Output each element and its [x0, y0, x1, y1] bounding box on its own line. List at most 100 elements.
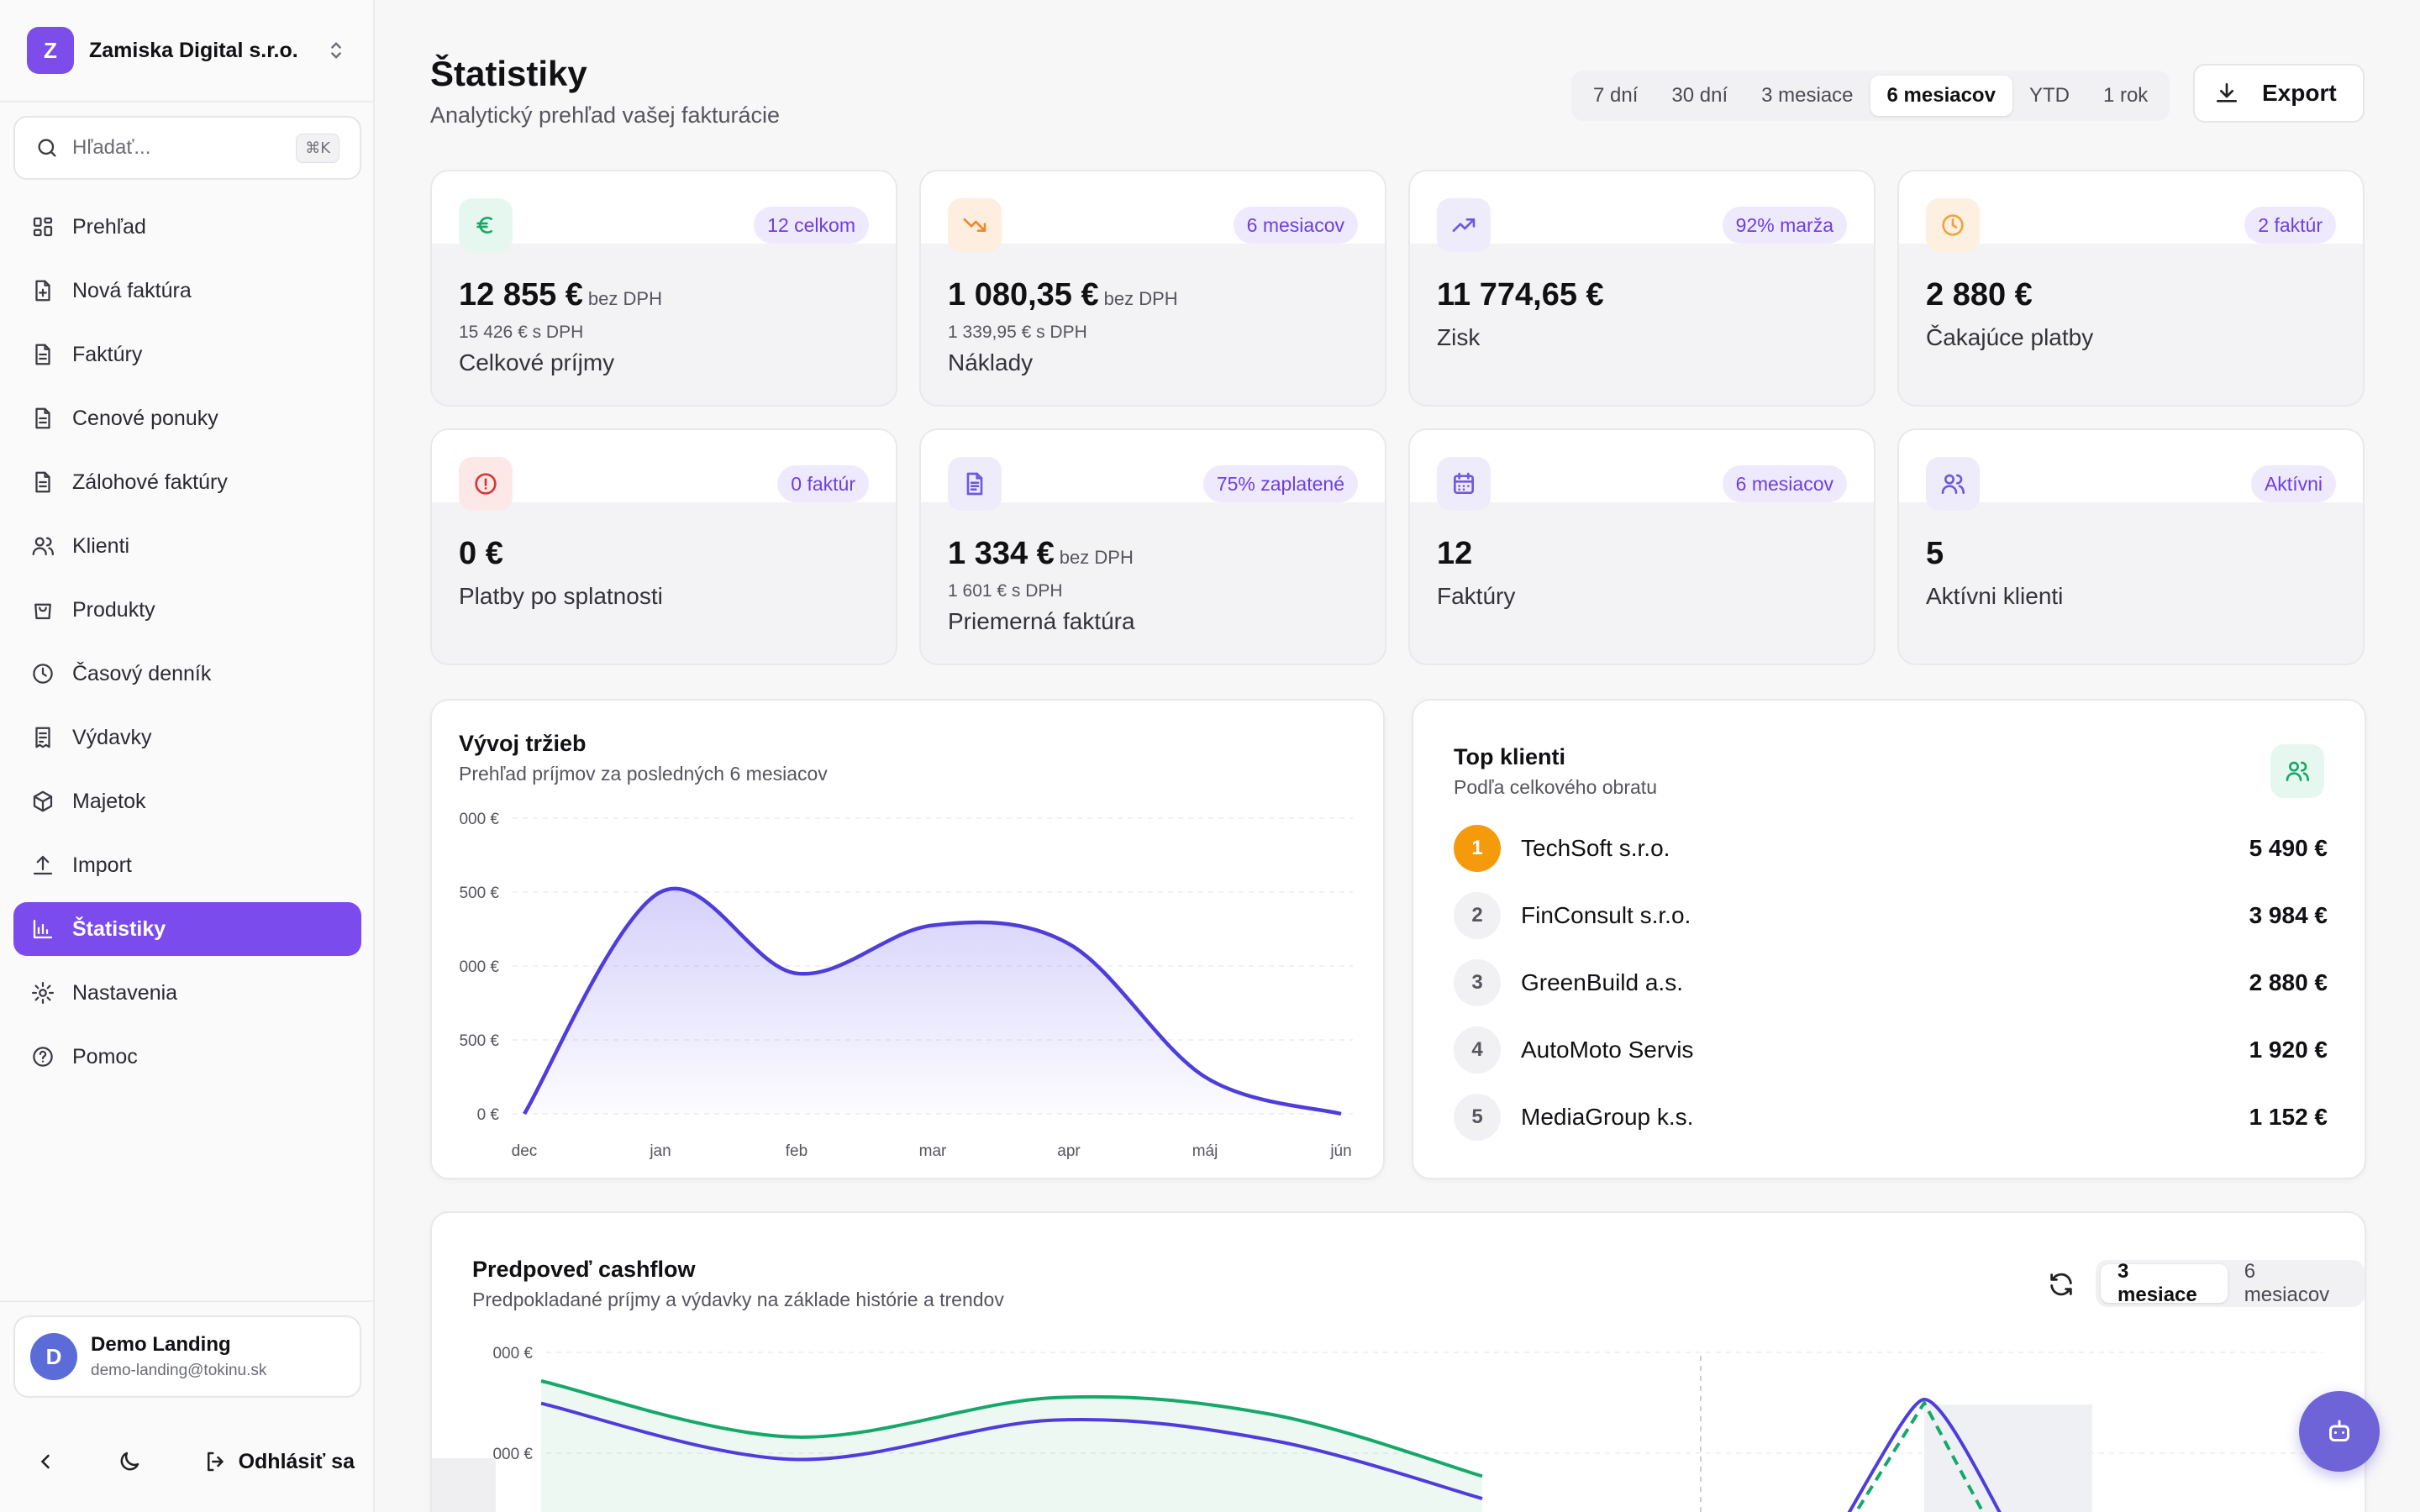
refresh-icon: [2050, 1273, 2072, 1296]
client-name: AutoMoto Servis: [1521, 1037, 1694, 1063]
export-button[interactable]: Export: [2193, 64, 2365, 123]
client-name: FinConsult s.r.o.: [1521, 902, 1691, 928]
chevron-up-down-icon: [331, 42, 341, 59]
card-badge: 0 faktúr: [777, 465, 869, 502]
range-option-2[interactable]: 30 dní: [1671, 84, 1728, 107]
theme-toggle-button[interactable]: [111, 1443, 148, 1480]
card-label: Celkové príjmy: [459, 349, 615, 375]
logout-button[interactable]: Odhlásiť sa: [203, 1449, 355, 1474]
client-name: GreenBuild a.s.: [1521, 969, 1683, 995]
sidebar-item-4[interactable]: Cenové ponuky: [13, 391, 361, 445]
sidebar-item-14[interactable]: Pomoc: [13, 1030, 361, 1084]
range-option-5[interactable]: YTD: [2028, 84, 2070, 107]
sidebar-nav: Prehľad Nová faktúra Faktúry Cenové ponuky Z…: [13, 200, 361, 1094]
sidebar-item-13[interactable]: Nastavenia: [13, 966, 361, 1020]
x-tick-label: mar: [919, 1142, 947, 1160]
range-option-6[interactable]: 1 rok: [2102, 84, 2149, 107]
refresh-button[interactable]: [2047, 1270, 2075, 1303]
sidebar-item-8[interactable]: Časový denník: [13, 647, 361, 701]
divider: [0, 101, 375, 102]
org-switcher[interactable]: Z Zamiska Digital s.r.o.: [27, 25, 348, 76]
series-line: [523, 886, 1342, 1116]
y-tick-label: 0 €: [477, 1106, 500, 1124]
sidebar-item-label: Majetok: [72, 789, 146, 813]
card-label: Čakajúce platby: [1926, 324, 2094, 350]
range-option-1[interactable]: 7 dní: [1593, 84, 1639, 107]
card-value: 11 774,65 €: [1437, 277, 1604, 313]
revenue-chart: 000 € 500 € 000 € 500 € 0 € dec jan feb mar apr má…: [459, 811, 1353, 1160]
range-option-3[interactable]: 3 mesiace: [1761, 84, 1854, 107]
period-option-2[interactable]: 6 mesiacov: [2244, 1260, 2330, 1306]
sidebar-item-2[interactable]: Nová faktúra: [13, 264, 361, 318]
user-card[interactable]: D Demo Landing demo-landing@tokinu.sk: [13, 1315, 361, 1398]
stat-card: Aktívni 5 Aktívni klienti: [1897, 428, 2365, 665]
stat-card: 6 mesiacov 1 080,35 € bez DPH 1 339,95 € s …: [919, 170, 1386, 407]
search-box[interactable]: Hľadať... ⌘K: [13, 116, 361, 180]
card-secondary-value: 15 426 € s DPH: [459, 323, 584, 342]
card-label: Zisk: [1437, 324, 1481, 350]
card-icon-wrap: [1926, 198, 1980, 252]
card-value-text: 11 774,65 €: [1437, 277, 1604, 312]
sidebar-item-9[interactable]: Výdavky: [13, 711, 361, 764]
sidebar-item-label: Časový denník: [72, 661, 212, 685]
card-value-text: 12 855 €: [459, 277, 583, 312]
euro-icon: [476, 217, 492, 234]
x-tick-label: apr: [1057, 1142, 1081, 1160]
sidebar-item-1[interactable]: Prehľad: [13, 200, 361, 254]
file-text-icon: [966, 472, 983, 496]
search-icon: [38, 139, 56, 157]
card-value-text: 1 080,35 €: [948, 277, 1099, 312]
org-avatar: Z: [27, 27, 74, 74]
card-value: 1 080,35 € bez DPH: [948, 277, 1178, 313]
sidebar-item-label: Prehľad: [72, 214, 146, 239]
card-badge: 6 mesiacov: [1722, 465, 1847, 502]
client-amount: 1 152 €: [2249, 1104, 2328, 1130]
file-plus-icon: [35, 280, 50, 302]
range-option-4[interactable]: 6 mesiacov: [1870, 76, 2012, 116]
sidebar-item-3[interactable]: Faktúry: [13, 328, 361, 381]
client-name: TechSoft s.r.o.: [1521, 835, 1670, 861]
list-item[interactable]: 2 FinConsult s.r.o. 3 984 €: [1454, 892, 2328, 939]
card-secondary-value: 1 601 € s DPH: [948, 581, 1063, 601]
sidebar-item-11[interactable]: Import: [13, 838, 361, 892]
y-tick-label: 000 €: [459, 811, 499, 828]
x-tick-label: máj: [1192, 1142, 1218, 1160]
sidebar-item-label: Štatistiky: [72, 916, 166, 941]
file-icon: [35, 407, 50, 429]
income-line: [540, 1379, 1483, 1478]
collapse-sidebar-button[interactable]: [27, 1443, 64, 1480]
income-area: [541, 1381, 1482, 1512]
list-item[interactable]: 5 MediaGroup k.s. 1 152 €: [1454, 1094, 2328, 1141]
clients-badge: [2270, 744, 2324, 798]
receipt-icon: [35, 727, 50, 748]
rank-badge: 2: [1454, 892, 1501, 939]
card-label: Náklady: [948, 349, 1034, 375]
sidebar-item-label: Cenové ponuky: [72, 406, 218, 430]
assistant-button[interactable]: [2299, 1391, 2380, 1472]
list-item[interactable]: 4 AutoMoto Servis 1 920 €: [1454, 1026, 2328, 1074]
card-unit: bez DPH: [1103, 288, 1178, 309]
list-item[interactable]: 1 TechSoft s.r.o. 5 490 €: [1454, 825, 2328, 872]
list-item[interactable]: 3 GreenBuild a.s. 2 880 €: [1454, 959, 2328, 1006]
x-tick-label: jún: [1329, 1142, 1351, 1160]
card-unit: bez DPH: [587, 288, 662, 309]
search-input[interactable]: Hľadať...: [72, 136, 151, 159]
client-amount: 5 490 €: [2249, 835, 2328, 861]
user-name: Demo Landing: [91, 1333, 231, 1356]
panel-title: Vývoj tržieb: [459, 731, 587, 756]
sidebar-item-6[interactable]: Klienti: [13, 519, 361, 573]
sidebar-item-5[interactable]: Zálohové faktúry: [13, 455, 361, 509]
sidebar-item-12[interactable]: Štatistiky: [13, 902, 361, 956]
y-tick-label: 000 €: [492, 1446, 533, 1463]
sidebar-item-label: Faktúry: [72, 342, 143, 366]
sidebar-item-10[interactable]: Majetok: [13, 774, 361, 828]
download-icon: [2217, 83, 2237, 102]
sidebar-item-7[interactable]: Produkty: [13, 583, 361, 637]
users-icon: [32, 537, 54, 556]
period-option-1[interactable]: 3 mesiace: [2101, 1260, 2228, 1306]
sidebar-item-label: Výdavky: [72, 725, 152, 749]
rank-badge: 5: [1454, 1094, 1501, 1141]
sidebar: Z Zamiska Digital s.r.o. Hľadať... ⌘K Pr…: [0, 0, 375, 1512]
x-tick-label: dec: [512, 1142, 538, 1160]
card-value-text: 1 334 €: [948, 536, 1055, 571]
